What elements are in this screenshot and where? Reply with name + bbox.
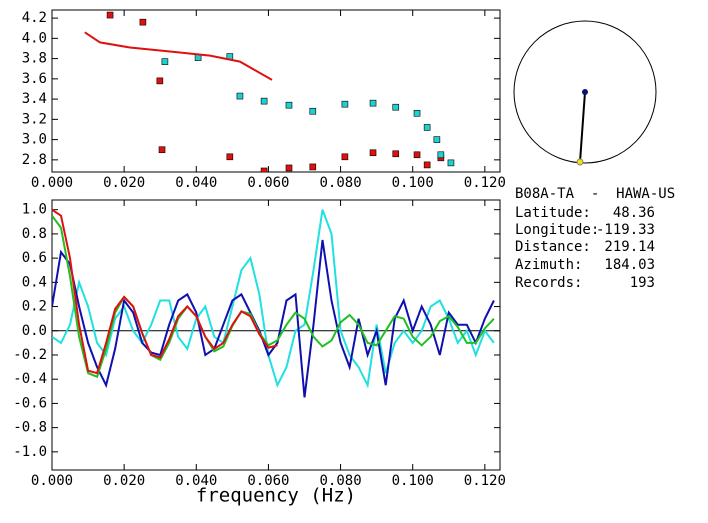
y-tick-label: -0.2 (13, 347, 47, 363)
info-value: 184.03 (604, 257, 655, 273)
x-tick-label: 0.020 (103, 473, 145, 489)
info-value: 193 (630, 275, 655, 291)
y-tick-label: 0.2 (22, 299, 47, 315)
station-dot (582, 89, 588, 95)
x-tick-label: 0.000 (31, 175, 73, 191)
station-map (513, 20, 657, 166)
fit-line (84, 31, 273, 81)
curve (52, 209, 495, 389)
plot-frame (51, 199, 501, 471)
point (413, 151, 421, 159)
point (106, 11, 114, 19)
y-tick-label: 2.8 (22, 152, 47, 168)
x-tick-label: 0.080 (319, 175, 361, 191)
y-tick-label: 4.0 (22, 30, 47, 46)
info-value: 48.36 (613, 205, 655, 221)
y-tick-label: -0.8 (13, 420, 47, 436)
x-tick-label: 0.100 (392, 473, 434, 489)
point (260, 167, 268, 172)
path-line (579, 91, 586, 163)
curve (52, 208, 278, 375)
point (423, 161, 431, 169)
x-tick-label: 0.120 (464, 175, 506, 191)
point (369, 99, 377, 107)
x-tick-label: 0.000 (31, 473, 73, 489)
curve (52, 239, 495, 398)
point (285, 101, 293, 109)
point (139, 18, 147, 26)
y-tick-label: 0.8 (22, 226, 47, 242)
point (236, 92, 244, 100)
x-tick-label: 0.120 (464, 473, 506, 489)
info-value: -119.33 (596, 222, 655, 238)
y-tick-label: -0.4 (13, 371, 47, 387)
plot-frame (51, 9, 501, 173)
point (309, 163, 317, 171)
y-tick-label: -0.6 (13, 395, 47, 411)
point (341, 153, 349, 161)
point (392, 150, 400, 158)
point (369, 149, 377, 157)
point (437, 151, 445, 159)
info-label: Latitude: (515, 205, 591, 221)
info-label: Azimuth: (515, 257, 582, 273)
x-tick-label: 0.040 (175, 175, 217, 191)
map-circle (513, 20, 657, 164)
point (341, 100, 349, 108)
y-tick-label: 0.4 (22, 274, 47, 290)
point (392, 103, 400, 111)
x-tick-label: 0.020 (103, 175, 145, 191)
x-tick-label: 0.060 (247, 473, 289, 489)
point (447, 159, 455, 167)
y-tick-label: 1.0 (22, 202, 47, 218)
point (156, 77, 164, 85)
plot-area (52, 208, 500, 398)
x-tick-label: 0.060 (247, 175, 289, 191)
y-tick-label: 3.2 (22, 111, 47, 127)
plot-area (84, 11, 455, 172)
point (285, 164, 293, 172)
x-tick-label: 0.080 (319, 473, 361, 489)
y-tick-label: 3.8 (22, 51, 47, 67)
curve (52, 215, 495, 379)
point (423, 124, 431, 131)
point (161, 58, 169, 65)
x-tick-label: 0.100 (392, 175, 434, 191)
info-label: Distance: (515, 239, 591, 255)
y-tick-label: 3.4 (22, 91, 47, 107)
info-panel: B08A-TA - HAWA-US Latitude: 48.36 Longit… (515, 186, 675, 291)
y-tick-label: 0.6 (22, 250, 47, 266)
source-dot (576, 158, 584, 166)
point (260, 97, 268, 105)
y-tick-label: -1.0 (13, 444, 47, 460)
point (413, 109, 421, 117)
y-tick-label: 0.0 (22, 323, 47, 339)
info-label: Records: (515, 275, 582, 291)
info-value: 219.14 (604, 239, 655, 255)
y-tick-label: 4.2 (22, 10, 47, 26)
x-axis-label: frequency (Hz) (196, 485, 356, 507)
y-tick-label: 3.0 (22, 132, 47, 148)
point (226, 153, 234, 161)
station-name: B08A-TA - HAWA-US (515, 186, 675, 202)
y-tick-label: 3.6 (22, 71, 47, 87)
point (309, 107, 317, 115)
info-label: Longitude: (515, 222, 599, 238)
point (433, 136, 441, 143)
x-tick-label: 0.040 (175, 473, 217, 489)
point (158, 146, 166, 154)
